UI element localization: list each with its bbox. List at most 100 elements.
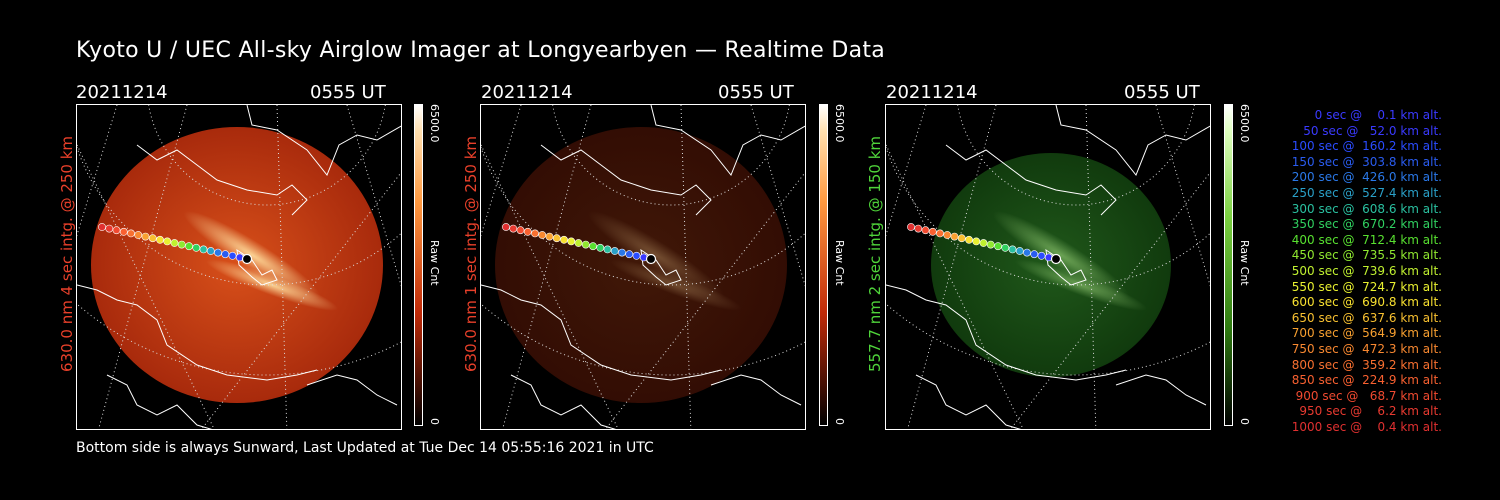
track-point [936, 229, 944, 238]
panel-2-colorbar-min: 0 [833, 418, 846, 425]
track-point [112, 226, 121, 235]
track-point [177, 240, 186, 249]
track-point [1001, 243, 1010, 252]
panel-1-time: 0555 UT [310, 82, 386, 103]
coastline [481, 284, 722, 381]
track-point [509, 224, 518, 233]
panel-2-date: 20211214 [481, 82, 573, 103]
longitude-line [1155, 105, 1210, 287]
longitude-line [77, 144, 215, 429]
track-point [1015, 247, 1024, 255]
coastline [915, 374, 1022, 429]
panel-1-image [76, 104, 402, 430]
panel-3-colorbar-max: 6500.0 [1238, 104, 1251, 143]
track-point [221, 250, 230, 259]
legend-row: 350 sec @ 670.2 km alt. [1287, 217, 1442, 232]
track-point [156, 235, 164, 244]
track-point [552, 234, 561, 243]
panel-1-colorbar-unit: Raw Cnt [428, 240, 441, 286]
track-point [618, 248, 626, 257]
coastline [945, 144, 1117, 216]
track-point [994, 242, 1002, 251]
coastline [136, 144, 308, 216]
track-point [986, 240, 995, 249]
longitude-line [750, 105, 805, 287]
svalbard-island [236, 248, 278, 286]
legend-row: 200 sec @ 426.0 km alt. [1287, 170, 1442, 185]
track-point [105, 224, 114, 233]
longitude-line [886, 144, 1024, 429]
longitude-line [886, 105, 927, 237]
track-point [163, 237, 172, 246]
track-point [185, 242, 193, 251]
station-marker [1050, 253, 1062, 265]
legend-row: 50 sec @ 52.0 km alt. [1295, 123, 1442, 138]
track-point [560, 235, 568, 244]
track-point [625, 250, 634, 259]
panel-3-image [885, 104, 1211, 430]
legend-row: 150 sec @ 303.8 km alt. [1287, 154, 1442, 169]
track-point [531, 229, 539, 238]
track-point [610, 247, 619, 255]
track-point [192, 243, 201, 252]
track-point [98, 223, 106, 231]
track-point [134, 231, 143, 239]
track-point [567, 237, 576, 246]
track-point [127, 229, 135, 238]
panel-1-colorbar-min: 0 [428, 418, 441, 425]
coastline [106, 374, 213, 429]
track-point [943, 231, 952, 239]
coastline [1055, 105, 1210, 176]
track-point [574, 239, 583, 247]
panel-3-time: 0555 UT [1124, 82, 1200, 103]
track-point [199, 245, 208, 254]
panel-1-colorbar-max: 6500.0 [428, 104, 441, 143]
latitude-line [957, 105, 1195, 206]
coastline [710, 374, 802, 406]
panel-1-colorbar [414, 104, 423, 426]
panel-3-wavelength-label: 557.7 nm 2 sec intg. @ 150 km [866, 135, 884, 372]
station-marker [241, 253, 253, 265]
track-point [1023, 248, 1031, 257]
track-point [170, 239, 179, 247]
legend-row: 450 sec @ 735.5 km alt. [1287, 248, 1442, 263]
track-point [1030, 250, 1039, 259]
panel-3-colorbar-unit: Raw Cnt [1238, 240, 1251, 286]
panel-3-colorbar-min: 0 [1238, 418, 1251, 425]
legend-row: 700 sec @ 564.9 km alt. [1287, 326, 1442, 341]
panel-2-colorbar-unit: Raw Cnt [833, 240, 846, 286]
panel-3-allsky-map [886, 105, 1210, 429]
latitude-line [148, 105, 386, 206]
legend-row: 750 sec @ 472.3 km alt. [1287, 341, 1442, 356]
legend-row: 550 sec @ 724.7 km alt. [1287, 279, 1442, 294]
track-point [214, 248, 222, 257]
track-point [523, 227, 532, 236]
panel-2-time: 0555 UT [718, 82, 794, 103]
footer-note: Bottom side is always Sunward, Last Upda… [76, 440, 654, 456]
track-point [921, 226, 930, 235]
coastline [1115, 374, 1207, 406]
legend-row: 600 sec @ 690.8 km alt. [1287, 295, 1442, 310]
track-point [907, 223, 915, 231]
legend-row: 1000 sec @ 0.4 km alt. [1291, 419, 1442, 434]
legend-row: 400 sec @ 712.4 km alt. [1287, 232, 1442, 247]
panel-2-wavelength-label: 630.0 nm 1 sec intg. @ 250 km [462, 135, 480, 372]
trajectory-legend: 0 sec @ 0.1 km alt. 50 sec @ 52.0 km alt… [1262, 108, 1442, 435]
track-point [979, 239, 988, 247]
panel-1-allsky-map [77, 105, 401, 429]
legend-row: 950 sec @ 6.2 km alt. [1295, 404, 1442, 419]
track-point [603, 245, 612, 254]
track-point [119, 227, 128, 236]
aurora-arc [183, 210, 321, 300]
track-point [206, 247, 215, 255]
station-marker [645, 253, 657, 265]
coastline [306, 374, 398, 406]
track-point [538, 231, 547, 239]
track-point [589, 242, 597, 251]
track-point [516, 226, 525, 235]
legend-row: 900 sec @ 68.7 km alt. [1291, 388, 1442, 403]
legend-row: 800 sec @ 359.2 km alt. [1287, 357, 1442, 372]
track-point [1037, 251, 1046, 260]
track-point [596, 243, 605, 252]
legend-row: 100 sec @ 160.2 km alt. [1287, 139, 1442, 154]
